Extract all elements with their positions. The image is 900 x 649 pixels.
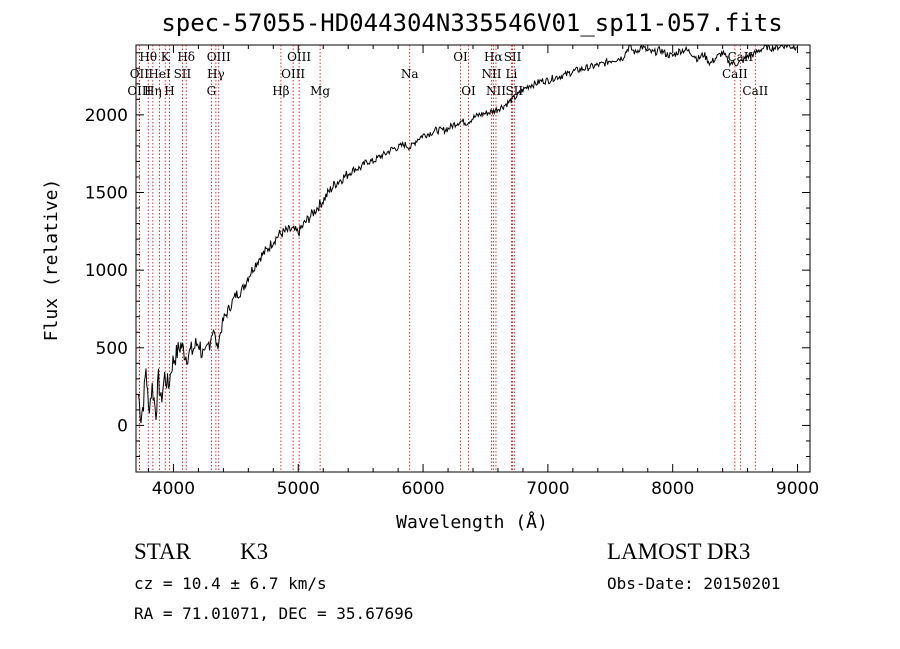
spectral-line-label: CaII	[742, 84, 768, 98]
y-tick-label: 0	[117, 416, 128, 436]
spectral-line-label: Mg	[310, 84, 330, 98]
object-class: STAR	[134, 539, 191, 564]
spectral-line-label: Hα	[484, 50, 503, 64]
y-tick-label: 1500	[85, 184, 128, 204]
spectrum-line	[138, 43, 797, 424]
spectral-line-label: Hβ	[272, 84, 289, 98]
spectral-line-label: OIII	[207, 50, 231, 64]
x-tick-label: 7000	[526, 479, 569, 499]
spectral-line-label: Li	[506, 67, 518, 81]
spectral-line-label: OI	[453, 50, 468, 64]
x-tick-label: 6000	[401, 479, 444, 499]
spectral-line-label: OI	[461, 84, 476, 98]
x-tick-label: 4000	[152, 479, 195, 499]
obs-date: Obs-Date: 20150201	[607, 574, 781, 593]
spectral-line-label: G	[207, 84, 217, 98]
y-tick-label: 500	[96, 339, 128, 359]
spectral-line-label: Hγ	[207, 67, 225, 81]
spectral-line-label: CaII	[722, 67, 748, 81]
y-tick-label: 2000	[85, 106, 128, 126]
spectral-line-label: Hη	[144, 84, 162, 98]
spectral-line-label: SII	[174, 67, 192, 81]
spectral-line-label: SII	[504, 50, 522, 64]
spectral-line-label: Hθ	[139, 50, 157, 64]
x-tick-label: 8000	[651, 479, 694, 499]
spectral-subclass: K3	[240, 539, 269, 564]
chart-title: spec-57055-HD044304N335546V01_sp11-057.f…	[161, 9, 782, 37]
x-tick-label: 9000	[776, 479, 819, 499]
spectral-line-markers	[138, 45, 756, 472]
y-tick-label: 1000	[85, 261, 128, 281]
x-tick-label: 5000	[277, 479, 320, 499]
spectral-line-label: OIII	[281, 67, 305, 81]
spectral-line-label: H	[164, 84, 174, 98]
survey-name: LAMOST DR3	[607, 539, 751, 564]
spectral-line-label: CaII	[727, 50, 753, 64]
spectral-line-label: NII	[486, 84, 506, 98]
y-axis-label: Flux (relative)	[41, 179, 62, 342]
spectral-line-label: NII	[481, 67, 501, 81]
redshift-readout: cz = 10.4 ± 6.7 km/s	[134, 574, 327, 593]
spectrum-chart: spec-57055-HD044304N335546V01_sp11-057.f…	[41, 9, 819, 533]
spectral-line-label: OIII	[287, 50, 311, 64]
axis-ticks: 4000 5000 6000 7000 8000 9000 0 500 1000 1500 2000	[85, 45, 819, 499]
plot-frame	[135, 44, 811, 473]
spectral-line-label: Hδ	[177, 50, 195, 64]
coordinates: RA = 71.01071, DEC = 35.67696	[134, 604, 414, 623]
spectral-line-label: OII	[130, 67, 150, 81]
spectral-line-label: OIII	[127, 84, 151, 98]
spectral-line-label: SII	[505, 84, 523, 98]
x-axis-label: Wavelength (Å)	[396, 511, 548, 533]
spectral-line-label: K	[161, 50, 171, 64]
spectral-line-label: HeI	[148, 67, 171, 81]
spectral-line-label: Na	[401, 67, 419, 81]
